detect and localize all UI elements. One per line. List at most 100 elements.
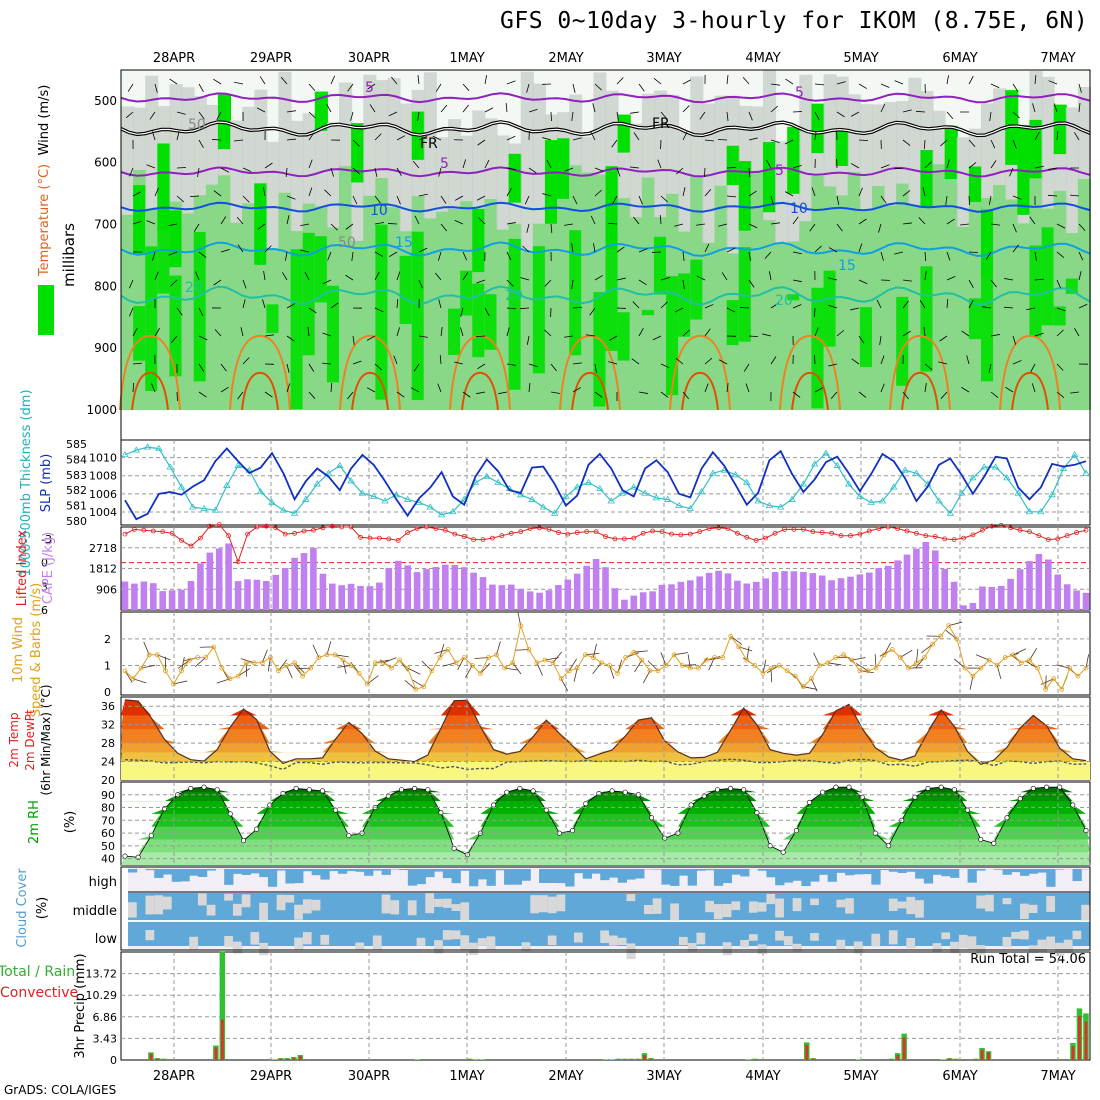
wind-point-59 xyxy=(599,660,604,666)
cloud-low-55 xyxy=(609,922,619,946)
barb-11-4 xyxy=(374,195,381,204)
wind-point-6 xyxy=(171,681,176,687)
cloud-mid-gap-102 xyxy=(1020,903,1030,919)
cloud-high-11 xyxy=(224,869,234,885)
cloud-high-13 xyxy=(241,869,251,875)
barb-42-2 xyxy=(1056,131,1059,141)
cloud-high-0 xyxy=(128,869,138,873)
cloud-low-gap-37 xyxy=(451,930,461,940)
thickness-point-67 xyxy=(878,497,887,504)
cloud-high-8 xyxy=(197,869,208,877)
cloud-high-65 xyxy=(696,869,706,871)
barb-10-7 xyxy=(345,274,354,281)
precip-conv-bar-6 xyxy=(162,1059,166,1060)
cape-bar-98 xyxy=(1045,559,1052,610)
cloud-mid-18 xyxy=(285,893,295,920)
contour-label-1: 5 xyxy=(795,85,804,101)
cloud-low-9 xyxy=(206,922,216,946)
wind-point-106 xyxy=(978,665,984,671)
precip-ylabel: 3hr Precip (mm) xyxy=(73,953,88,1058)
cloud-low-30 xyxy=(390,922,400,946)
barb-11-10 xyxy=(374,363,383,371)
cloud-high-66 xyxy=(705,869,715,871)
barb-0-8 xyxy=(129,307,134,317)
cloud-high-104 xyxy=(1037,869,1047,873)
wind-point-12 xyxy=(219,665,225,671)
cape-bar-74 xyxy=(818,575,826,610)
barb-10-0 xyxy=(347,83,354,92)
rh-ytick-4: 80 xyxy=(101,802,115,815)
barb-37-3 xyxy=(946,159,950,169)
barb-26-3 xyxy=(704,167,706,178)
cloud-low-gap-15 xyxy=(259,942,269,956)
cape-bar-49 xyxy=(583,565,590,610)
cloud-mid-gap-38 xyxy=(460,902,470,922)
rh-moist-77 xyxy=(1053,104,1067,155)
cloud-high-27 xyxy=(364,869,374,876)
rh-point-9 xyxy=(241,838,247,844)
thickness-point-79 xyxy=(1014,489,1022,496)
wind-point-107 xyxy=(986,657,992,663)
barb-0-3 xyxy=(129,167,134,177)
cloud-low-106 xyxy=(1055,922,1065,946)
rh-point-54 xyxy=(833,784,839,790)
cloud-label-high: high xyxy=(89,875,117,890)
contour-15 xyxy=(120,241,1091,257)
thickness-point-81 xyxy=(1037,507,1045,515)
cloud-low-12 xyxy=(232,922,243,946)
precip-total-bar-6 xyxy=(161,1058,167,1060)
precip-total-bar-78 xyxy=(628,1058,635,1060)
cloud-low-gap-36 xyxy=(442,930,453,940)
rh-shade-64-2 xyxy=(896,296,910,386)
cape-bar-48 xyxy=(573,573,581,610)
barb-34-3 xyxy=(880,164,890,169)
barb-42-0 xyxy=(1048,80,1058,85)
barb-26-11 xyxy=(704,383,709,393)
rh-shade-8-1 xyxy=(217,175,232,410)
rh-moist-4 xyxy=(169,210,183,268)
barb-19-3 xyxy=(546,159,552,169)
barb-33-11 xyxy=(858,391,867,398)
cloud-low-17 xyxy=(276,922,286,946)
barb-12-5 xyxy=(387,223,398,225)
slp-ytick-2: 1008 xyxy=(89,470,117,483)
cloud-mid-gap-35 xyxy=(434,898,444,907)
thickness-point-21 xyxy=(358,489,367,496)
rh-moist-66 xyxy=(920,149,934,207)
cloud-low-27 xyxy=(364,922,374,946)
wind-point-111 xyxy=(1019,660,1024,666)
barb-3-7 xyxy=(195,271,200,281)
thickness-point-56 xyxy=(754,497,762,504)
barb-22-5 xyxy=(607,222,618,225)
precip-conv-bar-119 xyxy=(896,1055,900,1060)
barb-2-5 xyxy=(168,223,178,227)
li-point-56 xyxy=(650,528,655,534)
thickness-point-5 xyxy=(177,483,186,490)
barb-22-1 xyxy=(616,111,619,121)
cloud-mid-50 xyxy=(565,893,575,920)
date-labels-top: 28APR 29APR 30APR 1MAY 2MAY 3MAY 4MAY 5MAY 6MAY 7… xyxy=(153,51,1076,66)
cloud-high-38 xyxy=(460,869,470,871)
rh-point-30 xyxy=(517,785,523,791)
li-point-28 xyxy=(386,536,392,542)
li-point-90 xyxy=(970,532,976,538)
upper-air-gap xyxy=(121,410,1090,440)
wind-point-72 xyxy=(704,657,709,663)
barb-42-8 xyxy=(1056,307,1066,312)
barb-38-11 xyxy=(961,386,970,393)
temp-ylabel-3: (6hr Min/Max) (°C) xyxy=(39,684,53,795)
barb-0-1 xyxy=(125,111,134,119)
cape-bar-73 xyxy=(809,573,817,610)
barb-2-9 xyxy=(170,335,178,344)
wind-point-52 xyxy=(542,657,548,663)
cloud-low-90 xyxy=(915,922,925,946)
barb-22-7 xyxy=(616,277,626,281)
barb-42-6 xyxy=(1056,251,1065,259)
cloud-low-gap-83 xyxy=(853,941,864,954)
wind-point-94 xyxy=(881,652,887,658)
barb-21-11 xyxy=(594,391,603,398)
cape-bar-67 xyxy=(753,581,760,610)
barb-6-7 xyxy=(263,271,266,281)
barb-7-11 xyxy=(286,383,291,393)
cloud-low-gap-41 xyxy=(486,936,496,951)
